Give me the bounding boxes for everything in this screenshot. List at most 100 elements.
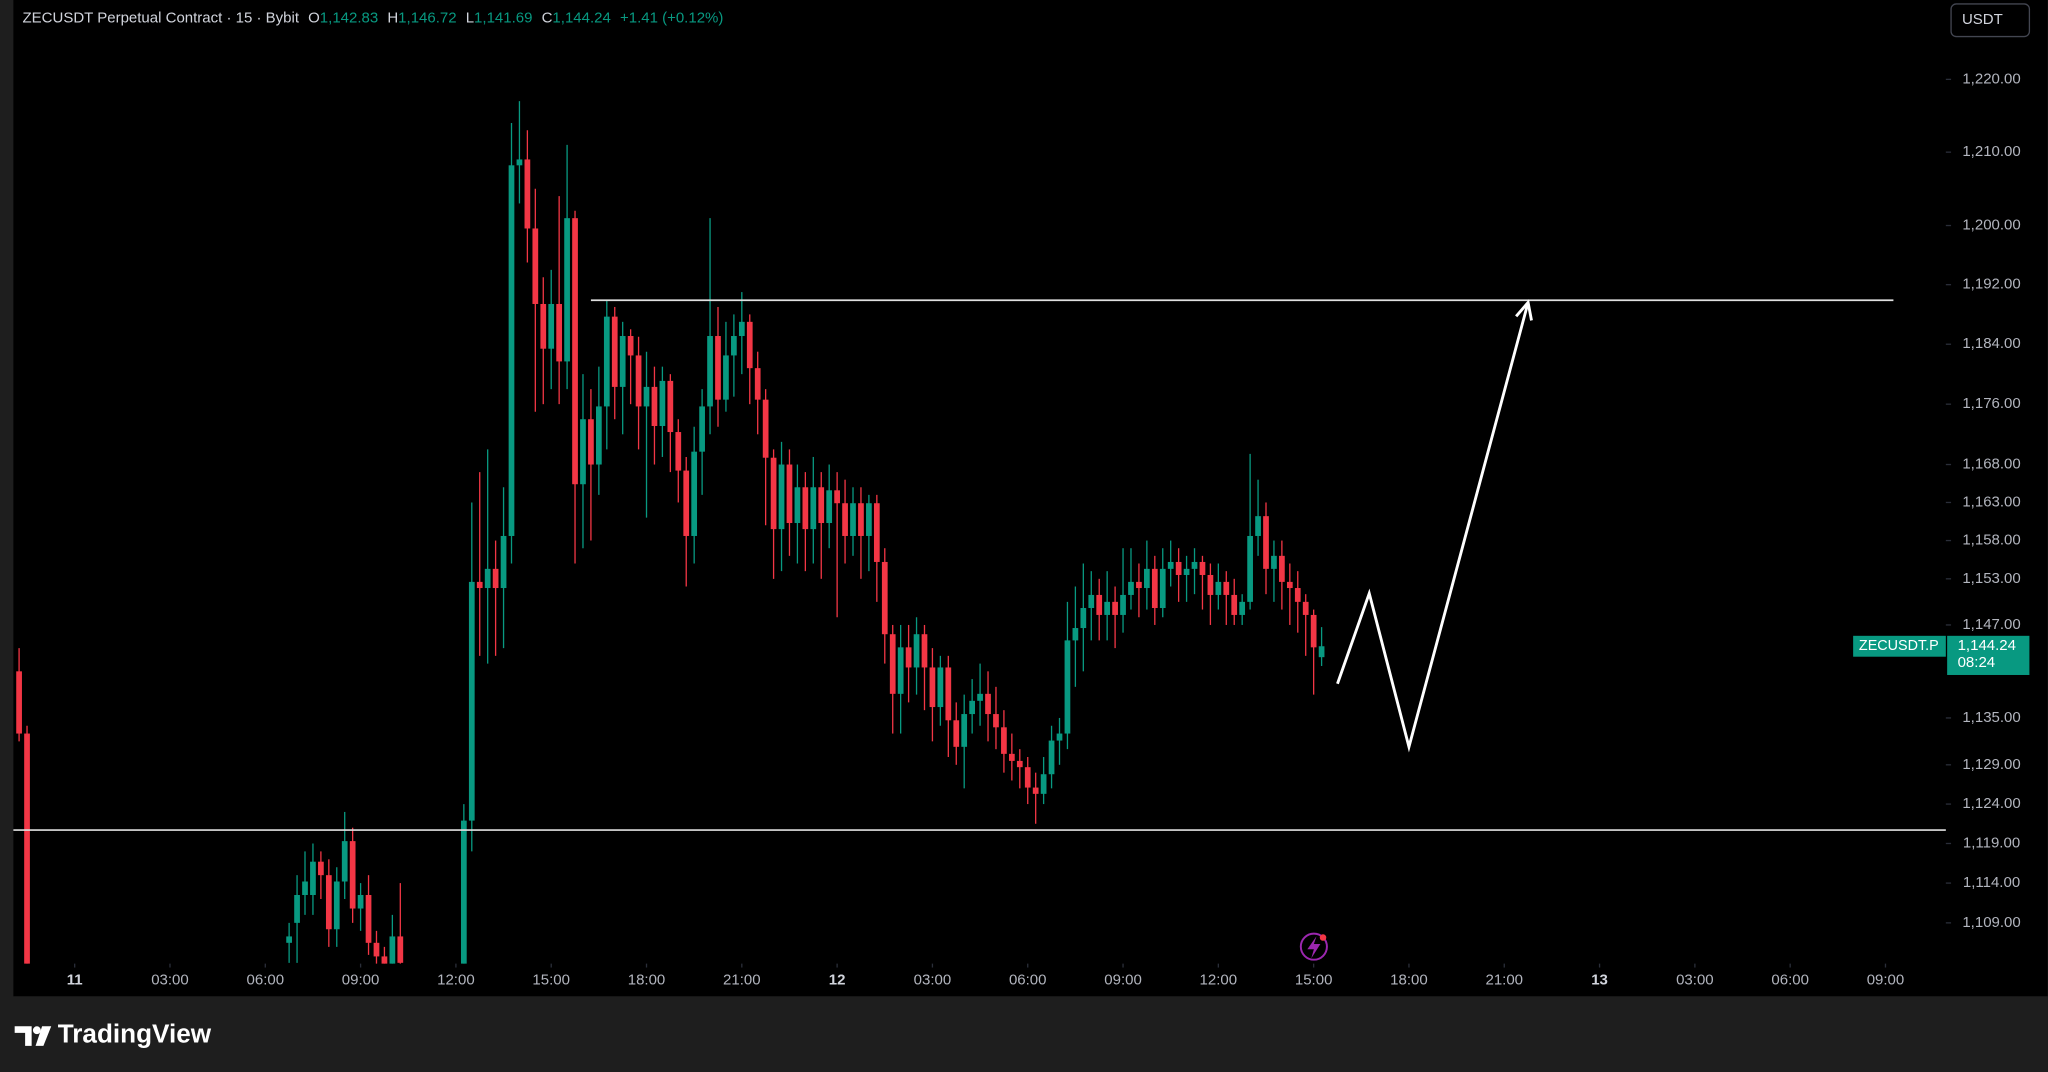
candle-body [1048, 740, 1055, 775]
candle-body [516, 159, 523, 166]
candle-body [897, 647, 904, 694]
candle-body [834, 490, 840, 504]
candle-body [476, 581, 483, 589]
candle-body [619, 336, 626, 387]
candle-body [1191, 561, 1198, 569]
y-tick-label: 1,184.00 [1962, 335, 2020, 352]
arrow-head [1515, 299, 1533, 321]
candle-body [826, 490, 833, 524]
overlay: 1,220.00 1,210.00 1,200.00 1,192.00 1,184.00… [13, 70, 2030, 989]
y-tick-label: 1,114.00 [1963, 874, 2020, 891]
candle-body [286, 936, 292, 943]
candle-body [754, 368, 761, 400]
x-tick-label: 13 [1591, 972, 1608, 989]
y-tick-label: 1,158.00 [1962, 532, 2020, 549]
candle-body [341, 841, 348, 882]
candle-body [858, 503, 864, 536]
candle-body [977, 693, 983, 701]
y-tick-label: 1,153.00 [1962, 570, 2020, 587]
candle-body [746, 321, 753, 369]
candle-body [524, 159, 531, 229]
symbol-title: ZECUSDT Perpetual Contract · 15 · Bybit [23, 9, 300, 26]
candle-body [1223, 581, 1230, 595]
price-tag-countdown: 08:24 [1958, 654, 1996, 671]
candle-body [786, 464, 793, 524]
candle-body [532, 228, 539, 304]
y-tick-label: 1,168.00 [1962, 455, 2020, 472]
x-tick-label: 15:00 [532, 972, 570, 989]
candle-body [929, 667, 936, 708]
header: ZECUSDT Perpetual Contract · 15 · Bybit O… [23, 9, 724, 26]
candle-body [508, 165, 515, 536]
candle-body [16, 671, 22, 734]
candle-body [1080, 608, 1087, 629]
candle-body [1175, 561, 1182, 575]
candle-body [294, 895, 300, 923]
candle-body [715, 336, 721, 400]
x-tick-label: 12:00 [1200, 972, 1238, 989]
candle-body [572, 218, 578, 485]
candle-body [1056, 733, 1063, 741]
candle-body [770, 457, 777, 530]
ohlc-change: +1.41 (+0.12%) [620, 9, 723, 26]
candle-body [1215, 581, 1222, 595]
candle-body [389, 936, 396, 964]
x-tick-label: 12:00 [437, 972, 475, 989]
x-tick-label: 09:00 [1104, 972, 1142, 989]
candle-body [500, 535, 507, 589]
candle-body [961, 714, 968, 747]
y-tick-label: 1,176.00 [1962, 395, 2020, 412]
x-tick-label: 03:00 [1676, 972, 1714, 989]
y-tick-label: 1,210.00 [1962, 143, 2020, 160]
y-tick-label: 1,129.00 [1962, 756, 2020, 773]
candle-body [627, 336, 634, 356]
candle-body [1112, 601, 1118, 615]
ohlc-label: O [308, 9, 320, 26]
candle-body [905, 647, 912, 668]
candle-body [548, 303, 555, 349]
candle-body [484, 568, 491, 589]
candle-body [1255, 516, 1261, 536]
candle-body [1294, 588, 1301, 602]
candle-body [635, 355, 642, 407]
candle-body [778, 464, 785, 530]
x-tick-label: 21:00 [723, 972, 761, 989]
candle-body [937, 667, 944, 708]
price-tag-symbol: ZECUSDT.P [1859, 638, 1939, 654]
x-tick-label: 06:00 [1009, 972, 1047, 989]
candle-body [1286, 581, 1293, 589]
price-tag-price: 1,144.24 [1958, 637, 2016, 654]
x-tick-label: 03:00 [914, 972, 952, 989]
candle-body [349, 841, 356, 909]
currency-button[interactable] [1950, 3, 2031, 38]
x-tick-label: 09:00 [1867, 972, 1905, 989]
ohlc-value: 1,141.69 [474, 9, 532, 26]
currency-label[interactable]: USDT [1962, 11, 2003, 28]
candle-body [1016, 760, 1023, 768]
candle-body [603, 316, 610, 407]
candle-body [738, 321, 745, 337]
candle-body [985, 693, 991, 715]
candle-body [611, 316, 618, 387]
candle-body [810, 487, 817, 530]
x-tick-label: 21:00 [1485, 972, 1523, 989]
y-tick-label: 1,124.00 [1962, 795, 2020, 812]
candle-body [365, 895, 372, 943]
lightning-icon[interactable] [1299, 932, 1328, 961]
candle-body [889, 634, 896, 694]
candle-body [873, 503, 880, 562]
y-tick-label: 1,163.00 [1962, 493, 2020, 510]
x-tick-label: 06:00 [247, 972, 285, 989]
candle-body [540, 303, 547, 349]
candle-body [588, 419, 594, 465]
candle-body [1072, 628, 1079, 641]
y-tick-label: 1,200.00 [1962, 216, 2020, 233]
candle-body [333, 881, 340, 930]
candle-body [651, 386, 658, 427]
candle-body [1064, 640, 1071, 734]
candle-body [794, 487, 801, 524]
candle-body [1008, 753, 1015, 761]
y-tick-label: 1,109.00 [1962, 914, 2020, 931]
ohlc-label: C [542, 9, 553, 26]
